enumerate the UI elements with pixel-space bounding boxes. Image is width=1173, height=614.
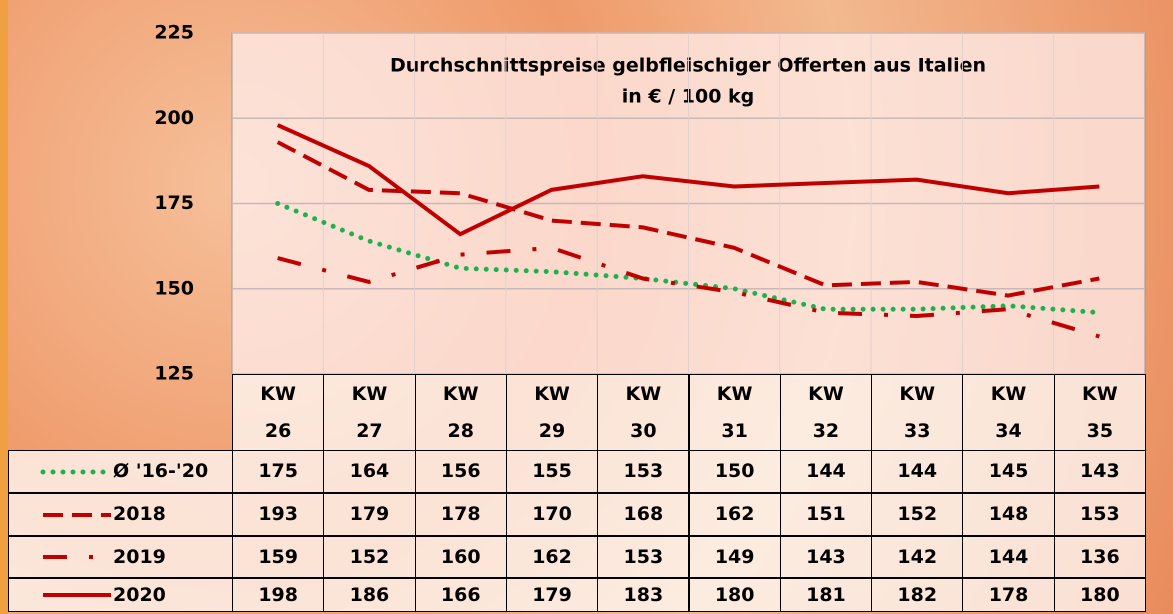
value-cell: 180 — [1053, 578, 1146, 612]
y-tick-label: 225 — [154, 22, 194, 44]
category-cell: KW 26 — [232, 374, 325, 451]
series-line — [275, 201, 1102, 316]
value-cell: 164 — [323, 450, 416, 493]
legend-label: 2019 — [113, 545, 166, 568]
series-line — [276, 123, 1100, 237]
side-strip — [0, 0, 8, 614]
value-cell: 153 — [1053, 493, 1146, 536]
legend-cell: 2020 — [8, 578, 233, 612]
value-cell: 170 — [505, 493, 599, 536]
y-tick-label: 200 — [154, 107, 194, 129]
value-cell: 175 — [232, 450, 325, 493]
category-cell: KW 33 — [871, 374, 964, 451]
value-cell: 180 — [688, 578, 781, 612]
legend-cell: 2018 — [8, 493, 233, 536]
y-tick-label: 125 — [154, 363, 194, 385]
legend-swatch — [40, 469, 113, 474]
value-cell: 198 — [232, 578, 325, 612]
value-cell: 166 — [414, 578, 507, 612]
value-cell: 144 — [871, 450, 964, 493]
series-line — [276, 140, 1100, 298]
legend-label: 2018 — [113, 503, 166, 525]
legend-swatch — [43, 512, 111, 517]
legend-label: 2020 — [113, 583, 166, 606]
category-cell: KW 28 — [414, 374, 507, 451]
value-cell: 142 — [871, 536, 964, 578]
value-cell: 153 — [597, 450, 690, 493]
value-cell: 151 — [779, 493, 873, 536]
value-cell: 150 — [688, 450, 781, 493]
value-cell: 183 — [597, 578, 690, 612]
legend-cell: 2019 — [8, 536, 233, 578]
value-cell: 136 — [1053, 536, 1146, 578]
value-cell: 159 — [232, 536, 325, 578]
y-tick-label: 150 — [154, 277, 194, 299]
category-cell: KW 34 — [962, 374, 1055, 451]
value-cell: 143 — [779, 536, 873, 578]
value-cell: 182 — [871, 578, 964, 612]
category-cell: KW 30 — [597, 374, 690, 451]
category-cell: KW 27 — [323, 374, 416, 451]
value-cell: 162 — [505, 536, 599, 578]
value-cell: 186 — [323, 578, 416, 612]
value-cell: 181 — [779, 578, 873, 612]
value-cell: 162 — [688, 493, 781, 536]
value-cell: 145 — [962, 450, 1055, 493]
value-cell: 168 — [597, 493, 690, 536]
legend-swatch — [43, 593, 111, 597]
value-cell: 144 — [779, 450, 873, 493]
value-cell: 152 — [323, 536, 416, 578]
y-tick-label: 175 — [154, 192, 194, 214]
value-cell: 149 — [688, 536, 781, 578]
legend-label: Ø '16-'20 — [113, 460, 209, 482]
legend-swatch — [43, 555, 111, 559]
value-cell: 193 — [232, 493, 325, 536]
value-cell: 152 — [871, 493, 964, 536]
value-cell: 144 — [962, 536, 1055, 578]
value-cell: 155 — [505, 450, 599, 493]
category-cell: KW 32 — [779, 374, 873, 451]
value-cell: 179 — [505, 578, 599, 612]
value-cell: 156 — [414, 450, 507, 493]
category-cell: KW 29 — [505, 374, 599, 451]
value-cell: 178 — [962, 578, 1055, 612]
value-cell: 178 — [414, 493, 507, 536]
value-cell: 160 — [414, 536, 507, 578]
value-cell: 153 — [597, 536, 690, 578]
value-cell: 179 — [323, 493, 416, 536]
legend-cell: Ø '16-'20 — [8, 450, 233, 493]
value-cell: 148 — [962, 493, 1055, 536]
category-cell: KW 31 — [688, 374, 781, 451]
category-cell: KW 35 — [1053, 374, 1146, 451]
value-cell: 143 — [1053, 450, 1146, 493]
